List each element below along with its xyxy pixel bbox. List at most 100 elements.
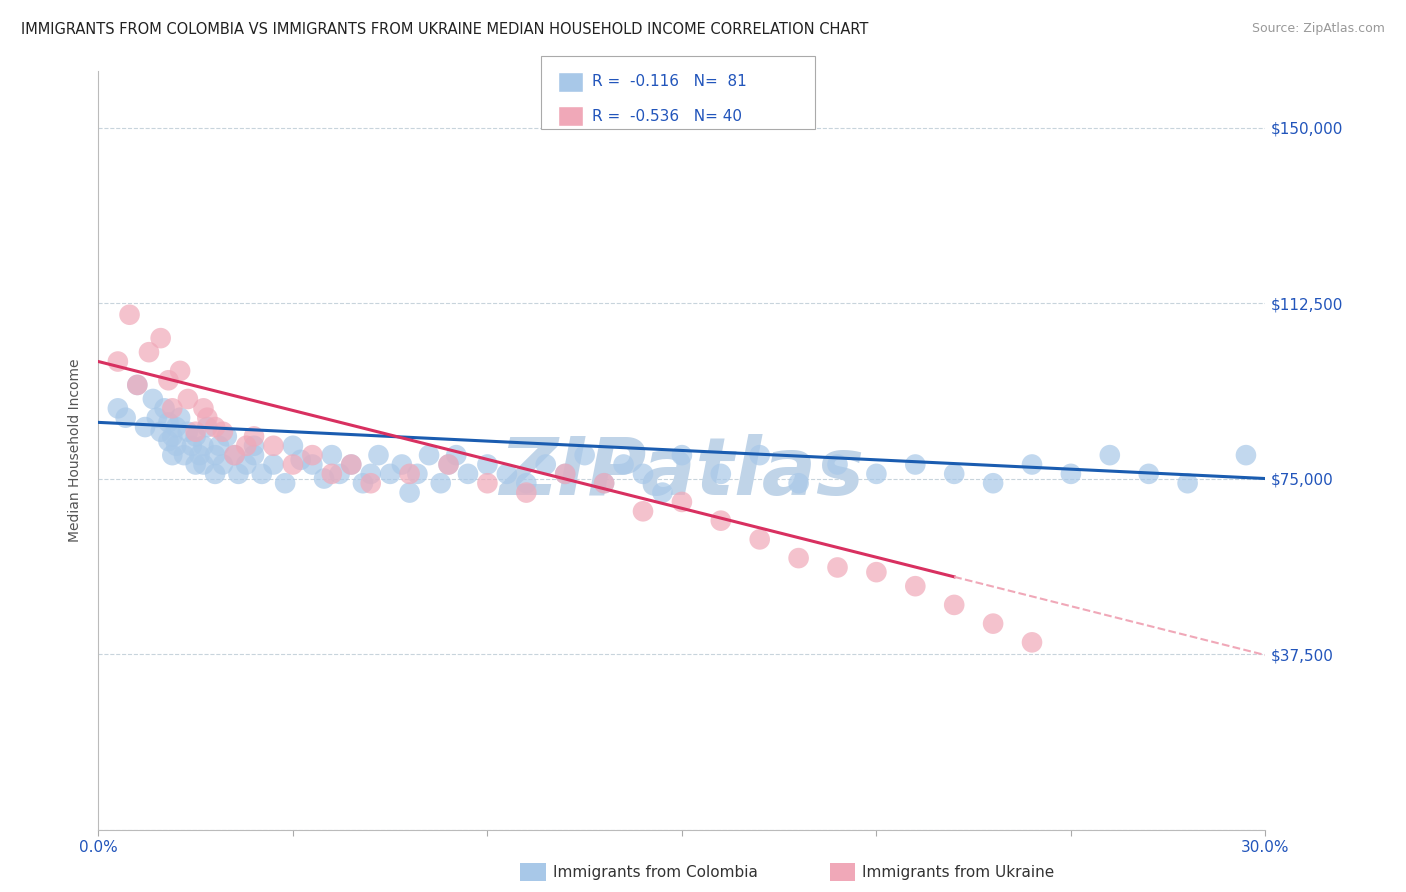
Point <box>671 495 693 509</box>
Text: Immigrants from Ukraine: Immigrants from Ukraine <box>862 865 1054 880</box>
Point <box>243 439 266 453</box>
Point <box>157 416 180 430</box>
Point <box>169 410 191 425</box>
Point <box>827 458 849 472</box>
Point <box>360 476 382 491</box>
Point <box>162 448 184 462</box>
Point <box>162 429 184 443</box>
Text: Source: ZipAtlas.com: Source: ZipAtlas.com <box>1251 22 1385 36</box>
Point <box>613 458 636 472</box>
Point <box>165 420 187 434</box>
Point <box>177 392 200 406</box>
Point <box>446 448 468 462</box>
Point <box>429 476 451 491</box>
Point <box>212 458 235 472</box>
Point <box>437 458 460 472</box>
Point <box>787 551 810 566</box>
Point <box>391 458 413 472</box>
Point <box>631 504 654 518</box>
Point <box>262 439 284 453</box>
Point <box>312 471 335 485</box>
Point <box>301 458 323 472</box>
Point <box>235 458 257 472</box>
Point <box>651 485 673 500</box>
Point <box>149 425 172 439</box>
Point <box>224 448 246 462</box>
Point <box>827 560 849 574</box>
Point <box>787 476 810 491</box>
Point <box>215 429 238 443</box>
Point <box>204 420 226 434</box>
Point <box>134 420 156 434</box>
Point <box>437 458 460 472</box>
Point <box>184 458 207 472</box>
Point <box>1021 458 1043 472</box>
Point <box>243 448 266 462</box>
Point <box>340 458 363 472</box>
Point <box>671 448 693 462</box>
Point <box>593 476 616 491</box>
Point <box>281 458 304 472</box>
Point <box>188 448 211 462</box>
Point <box>1021 635 1043 649</box>
Point <box>274 476 297 491</box>
Point <box>904 458 927 472</box>
Point <box>574 448 596 462</box>
Point <box>149 331 172 345</box>
Point <box>593 476 616 491</box>
Point <box>250 467 273 481</box>
Point <box>193 401 215 416</box>
Point <box>1060 467 1083 481</box>
Text: ZIPatlas: ZIPatlas <box>499 434 865 512</box>
Point <box>515 485 537 500</box>
Point <box>212 425 235 439</box>
Point <box>180 439 202 453</box>
Point <box>748 533 770 547</box>
Point <box>981 476 1004 491</box>
Point <box>107 401 129 416</box>
Point <box>398 467 420 481</box>
Point <box>631 467 654 481</box>
Point <box>224 448 246 462</box>
Point <box>162 401 184 416</box>
Point <box>710 514 733 528</box>
Point <box>262 458 284 472</box>
Point <box>195 420 218 434</box>
Point <box>204 467 226 481</box>
Point <box>193 439 215 453</box>
Point <box>169 364 191 378</box>
Point <box>114 410 136 425</box>
Point <box>554 467 576 481</box>
Point <box>321 467 343 481</box>
Point <box>380 467 402 481</box>
Point <box>943 598 966 612</box>
Point <box>184 429 207 443</box>
Point <box>301 448 323 462</box>
Point <box>142 392 165 406</box>
Point <box>195 410 218 425</box>
Point <box>165 439 187 453</box>
Point <box>153 401 176 416</box>
Text: R =  -0.536   N= 40: R = -0.536 N= 40 <box>592 109 742 124</box>
Text: R =  -0.116   N=  81: R = -0.116 N= 81 <box>592 74 747 89</box>
Y-axis label: Median Household Income: Median Household Income <box>69 359 83 542</box>
Point <box>748 448 770 462</box>
Text: Immigrants from Colombia: Immigrants from Colombia <box>553 865 758 880</box>
Point <box>554 467 576 481</box>
Point <box>228 467 250 481</box>
Point <box>208 439 231 453</box>
Point <box>177 425 200 439</box>
Point <box>406 467 429 481</box>
Point <box>204 448 226 462</box>
Point <box>157 373 180 387</box>
Point <box>184 425 207 439</box>
Text: IMMIGRANTS FROM COLOMBIA VS IMMIGRANTS FROM UKRAINE MEDIAN HOUSEHOLD INCOME CORR: IMMIGRANTS FROM COLOMBIA VS IMMIGRANTS F… <box>21 22 869 37</box>
Point <box>398 485 420 500</box>
Point <box>243 429 266 443</box>
Point <box>340 458 363 472</box>
Point <box>107 354 129 368</box>
Point <box>281 439 304 453</box>
Point <box>457 467 479 481</box>
Point <box>1234 448 1257 462</box>
Point <box>904 579 927 593</box>
